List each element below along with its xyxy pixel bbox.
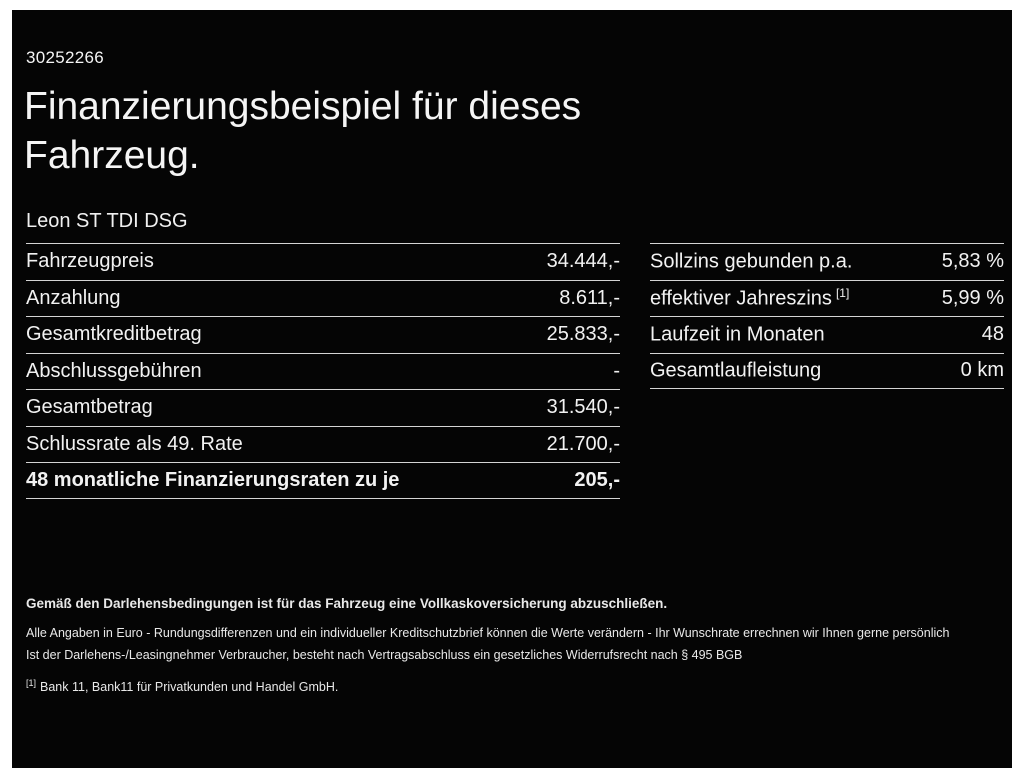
row-value: - (613, 359, 620, 382)
row-label: 48 monatliche Finanzierungsraten zu je (26, 468, 400, 491)
row-label: Schlussrate als 49. Rate (26, 432, 243, 455)
table-row: effektiver Jahreszins [1] 5,99 % (650, 279, 1004, 317)
row-label: Anzahlung (26, 286, 121, 309)
row-label: Sollzins gebunden p.a. (650, 251, 853, 274)
row-label: Gesamtlaufleistung (650, 360, 822, 383)
row-label: Laufzeit in Monaten (650, 324, 825, 347)
row-value: 5,83 % (941, 250, 1004, 273)
row-value: 8.611,- (559, 286, 620, 309)
row-value: 48 (981, 323, 1004, 346)
row-value: 0 km (960, 359, 1004, 382)
row-value: 25.833,- (546, 323, 620, 346)
row-label: Abschlussgebühren (26, 359, 202, 382)
offer-number: 30252266 (26, 48, 105, 67)
row-value: 31.540,- (546, 396, 620, 419)
table-row: Anzahlung 8.611,- (26, 279, 620, 317)
row-label: Gesamtkreditbetrag (26, 323, 202, 346)
footnote-marker: [1] (835, 285, 850, 300)
disclaimer-line1: Alle Angaben in Euro - Rundungsdifferenz… (26, 626, 950, 640)
insurance-note: Gemäß den Darlehensbedingungen ist für d… (26, 596, 668, 611)
table-row: Sollzins gebunden p.a. 5,83 % (650, 243, 1004, 280)
bank-reference: [1] Bank 11, Bank11 für Privatkunden und … (26, 678, 339, 695)
conditions-table: Sollzins gebunden p.a. 5,83 % effektiver… (650, 243, 1004, 389)
table-row: Gesamtbetrag 31.540,- (26, 389, 620, 426)
vehicle-model: Leon ST TDI DSG (26, 210, 188, 232)
finance-table: Fahrzeugpreis 34.444,- Anzahlung 8.611,-… (26, 243, 620, 499)
page-title-line1: Finanzierungsbeispiel für dieses (24, 85, 582, 128)
row-value: 5,99 % (941, 286, 1004, 309)
row-label: Fahrzeugpreis (26, 250, 154, 273)
row-value: 205,- (574, 468, 620, 491)
table-row: Gesamtkreditbetrag 25.833,- (26, 316, 620, 353)
footnote-marker: [1] (26, 678, 37, 688)
page-title: Finanzierungsbeispiel für dieses Fahrzeu… (24, 82, 581, 180)
footnotes-block: Gemäß den Darlehensbedingungen ist für d… (26, 596, 991, 694)
table-row: Fahrzeugpreis 34.444,- (26, 243, 620, 280)
table-row: Abschlussgebühren - (26, 352, 620, 390)
row-label: Gesamtbetrag (26, 396, 153, 419)
page-title-line2: Fahrzeug. (24, 134, 200, 177)
finance-offer-panel: 30252266 Finanzierungsbeispiel für diese… (12, 10, 1012, 768)
row-value: 34.444,- (546, 250, 620, 273)
row-label: effektiver Jahreszins [1] (650, 285, 850, 310)
table-row-monthly-rate: 48 monatliche Finanzierungsraten zu je 2… (26, 462, 620, 499)
table-row: Laufzeit in Monaten 48 (650, 316, 1004, 353)
table-row: Schlussrate als 49. Rate 21.700,- (26, 425, 620, 463)
table-row: Gesamtlaufleistung 0 km (650, 352, 1004, 389)
row-value: 21.700,- (546, 432, 620, 455)
disclaimer-line2: Ist der Darlehens-/Leasingnehmer Verbrau… (26, 648, 743, 662)
